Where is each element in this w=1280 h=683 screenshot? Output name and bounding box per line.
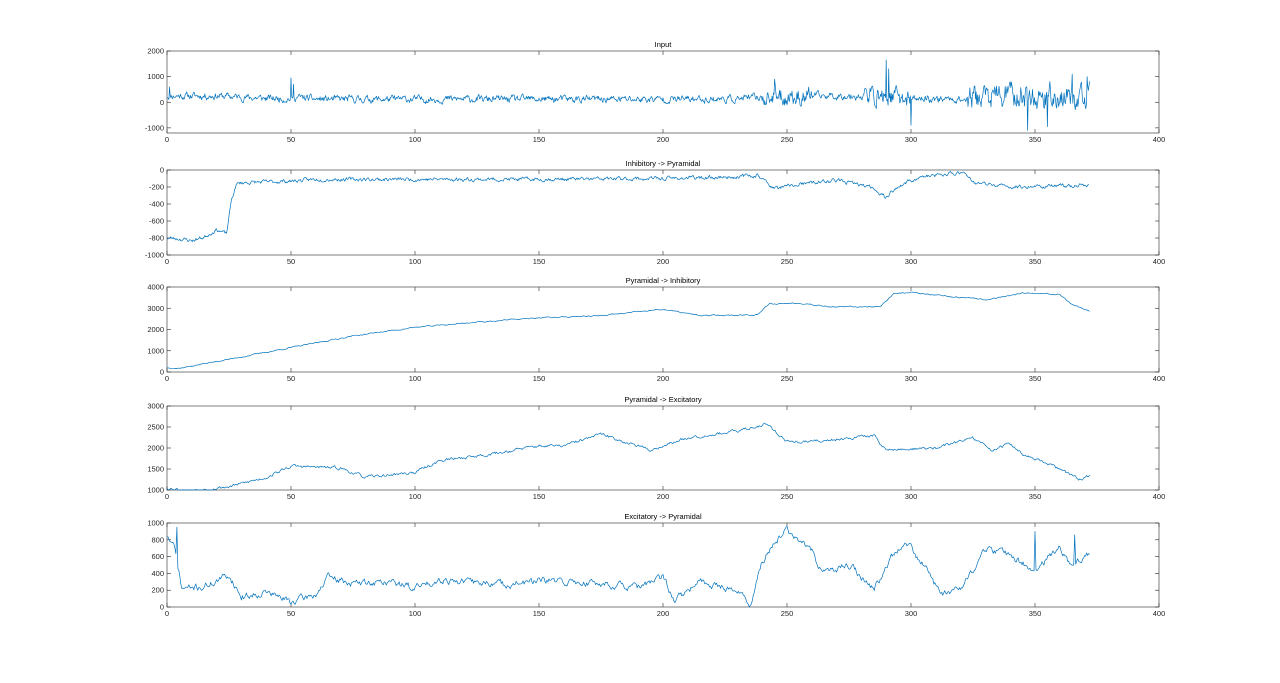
- axes-frame: [166, 50, 1160, 134]
- x-tick-label: 200: [657, 257, 670, 266]
- subplot-title: Inhibitory -> Pyramidal: [626, 159, 701, 168]
- y-tick-label: 800: [151, 535, 164, 544]
- x-tick-label: 150: [533, 492, 546, 501]
- subplot-3: Pyramidal -> Inhibitory 0 50 100 150 200 250 30…: [147, 276, 1165, 383]
- x-tick-label: 300: [905, 609, 918, 618]
- y-tick-label: 3000: [147, 402, 164, 411]
- x-tick-label: 150: [533, 374, 546, 383]
- y-tick-label: 2000: [147, 47, 164, 56]
- x-tick-label: 0: [165, 257, 169, 266]
- x-tick-label: 250: [781, 609, 794, 618]
- y-tick-label: -1000: [145, 251, 164, 260]
- axes-frame: [166, 169, 1160, 256]
- x-tick-label: 300: [905, 492, 918, 501]
- y-tick-label: -800: [149, 234, 164, 243]
- x-tick-label: 400: [1153, 609, 1166, 618]
- x-tick-label: 50: [287, 135, 295, 144]
- y-tick-label: 1000: [147, 346, 164, 355]
- x-tick-label: 50: [287, 257, 295, 266]
- x-tick-label: 350: [1029, 609, 1042, 618]
- x-tick-label: 150: [533, 257, 546, 266]
- y-tick-label: 1000: [147, 486, 164, 495]
- subplot-title: Excitatory -> Pyramidal: [624, 512, 702, 521]
- x-tick-label: 100: [409, 374, 422, 383]
- y-tick-label: 2000: [147, 444, 164, 453]
- x-tick-label: 300: [905, 257, 918, 266]
- subplot-4: Pyramidal -> Excitatory 0 50 100 150 200 250 30…: [147, 395, 1165, 501]
- x-tick-label: 150: [533, 609, 546, 618]
- x-tick-label: 100: [409, 492, 422, 501]
- x-tick-label: 250: [781, 257, 794, 266]
- y-tick-label: 0: [160, 603, 164, 612]
- x-tick-label: 200: [657, 609, 670, 618]
- x-tick-label: 350: [1029, 374, 1042, 383]
- y-tick-label: 400: [151, 569, 164, 578]
- axes-frame: [166, 405, 1160, 491]
- x-tick-label: 100: [409, 609, 422, 618]
- x-tick-label: 400: [1153, 374, 1166, 383]
- x-tick-label: 200: [657, 492, 670, 501]
- x-tick-label: 400: [1153, 257, 1166, 266]
- x-tick-label: 250: [781, 374, 794, 383]
- y-tick-label: -1000: [145, 123, 164, 132]
- x-tick-label: 0: [165, 374, 169, 383]
- series-line-1: [166, 59, 1090, 131]
- y-tick-label: 0: [160, 368, 164, 377]
- y-tick-label: 0: [160, 98, 164, 107]
- x-tick-label: 350: [1029, 257, 1042, 266]
- subplot-title: Input: [655, 40, 673, 49]
- axes-frame: [166, 522, 1160, 608]
- y-tick-label: 1000: [147, 72, 164, 81]
- y-tick-label: -600: [149, 217, 164, 226]
- x-tick-label: 250: [781, 135, 794, 144]
- x-tick-label: 350: [1029, 135, 1042, 144]
- x-tick-label: 250: [781, 492, 794, 501]
- x-tick-label: 50: [287, 374, 295, 383]
- subplot-5: Excitatory -> Pyramidal 0 50 100 150 200 250 30…: [147, 512, 1165, 618]
- y-tick-label: 2000: [147, 325, 164, 334]
- axes-frame: [166, 286, 1160, 373]
- y-tick-label: 1500: [147, 465, 164, 474]
- series-line-1: [166, 526, 1090, 608]
- x-tick-label: 100: [409, 257, 422, 266]
- y-tick-label: -200: [149, 183, 164, 192]
- x-tick-label: 50: [287, 609, 295, 618]
- x-tick-label: 200: [657, 374, 670, 383]
- series-line-1: [166, 171, 1090, 243]
- x-tick-label: 200: [657, 135, 670, 144]
- subplot-title: Pyramidal -> Inhibitory: [626, 276, 701, 285]
- y-tick-label: 4000: [147, 283, 164, 292]
- x-tick-label: 400: [1153, 492, 1166, 501]
- x-tick-label: 0: [165, 492, 169, 501]
- y-tick-label: 0: [160, 166, 164, 175]
- x-tick-label: 400: [1153, 135, 1166, 144]
- x-tick-label: 0: [165, 135, 169, 144]
- x-tick-label: 300: [905, 374, 918, 383]
- y-tick-label: -400: [149, 200, 164, 209]
- x-tick-label: 350: [1029, 492, 1042, 501]
- x-tick-label: 300: [905, 135, 918, 144]
- subplot-title: Pyramidal -> Excitatory: [624, 395, 702, 404]
- series-line-1: [166, 291, 1090, 370]
- y-tick-label: 3000: [147, 304, 164, 313]
- x-tick-label: 100: [409, 135, 422, 144]
- y-tick-label: 200: [151, 586, 164, 595]
- x-tick-label: 150: [533, 135, 546, 144]
- x-tick-label: 50: [287, 492, 295, 501]
- x-tick-label: 0: [165, 609, 169, 618]
- subplot-2: Inhibitory -> Pyramidal 0 50 100 150 200 250 30…: [145, 159, 1165, 266]
- y-tick-label: 1000: [147, 519, 164, 528]
- series-line-1: [166, 422, 1090, 491]
- y-tick-label: 2500: [147, 423, 164, 432]
- y-tick-label: 600: [151, 552, 164, 561]
